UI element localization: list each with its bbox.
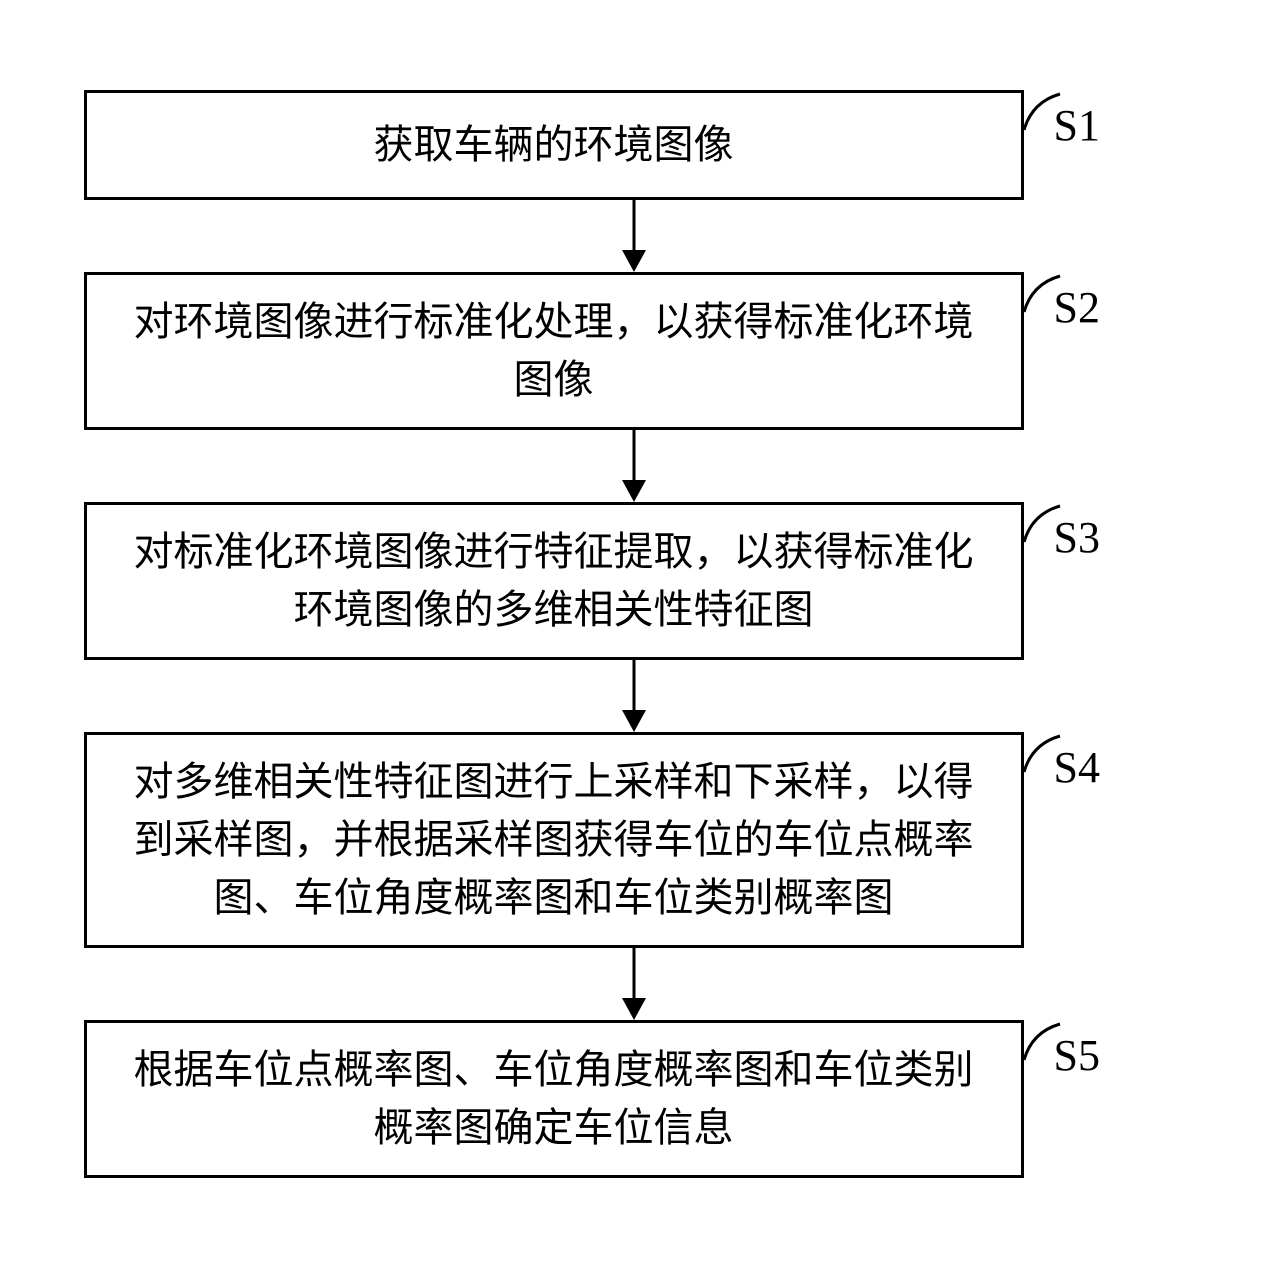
step-text-s2: 对环境图像进行标准化处理，以获得标准化环境图像 [115,293,993,409]
arrow-down-icon [619,948,649,1020]
step-box-s1: 获取车辆的环境图像 [84,90,1024,200]
step-row-s3: 对标准化环境图像进行特征提取，以获得标准化环境图像的多维相关性特征图 S3 [84,502,1184,660]
label-curve-icon [1022,1022,1062,1062]
step-text-s1: 获取车辆的环境图像 [374,116,734,174]
label-curve-icon [1022,504,1062,544]
step-label-s3: S3 [1054,512,1100,563]
step-row-s1: 获取车辆的环境图像 S1 [84,90,1184,200]
step-label-s4: S4 [1054,742,1100,793]
arrow-connector-4 [164,948,1104,1020]
step-row-s2: 对环境图像进行标准化处理，以获得标准化环境图像 S2 [84,272,1184,430]
step-box-s4: 对多维相关性特征图进行上采样和下采样，以得到采样图，并根据采样图获得车位的车位点… [84,732,1024,948]
step-text-s4: 对多维相关性特征图进行上采样和下采样，以得到采样图，并根据采样图获得车位的车位点… [115,753,993,927]
label-curve-icon [1022,92,1062,132]
arrow-down-icon [619,200,649,272]
step-text-s3: 对标准化环境图像进行特征提取，以获得标准化环境图像的多维相关性特征图 [115,523,993,639]
step-row-s4: 对多维相关性特征图进行上采样和下采样，以得到采样图，并根据采样图获得车位的车位点… [84,732,1184,948]
step-row-s5: 根据车位点概率图、车位角度概率图和车位类别概率图确定车位信息 S5 [84,1020,1184,1178]
step-label-s2: S2 [1054,282,1100,333]
arrow-down-icon [619,430,649,502]
flowchart-container: 获取车辆的环境图像 S1 对环境图像进行标准化处理，以获得标准化环境图像 S2 [84,90,1184,1178]
label-curve-icon [1022,734,1062,774]
arrow-down-icon [619,660,649,732]
label-curve-icon [1022,274,1062,314]
step-box-s2: 对环境图像进行标准化处理，以获得标准化环境图像 [84,272,1024,430]
step-box-s3: 对标准化环境图像进行特征提取，以获得标准化环境图像的多维相关性特征图 [84,502,1024,660]
step-label-s1: S1 [1054,100,1100,151]
step-box-s5: 根据车位点概率图、车位角度概率图和车位类别概率图确定车位信息 [84,1020,1024,1178]
arrow-connector-1 [164,200,1104,272]
arrow-connector-3 [164,660,1104,732]
step-text-s5: 根据车位点概率图、车位角度概率图和车位类别概率图确定车位信息 [115,1041,993,1157]
arrow-connector-2 [164,430,1104,502]
step-label-s5: S5 [1054,1030,1100,1081]
